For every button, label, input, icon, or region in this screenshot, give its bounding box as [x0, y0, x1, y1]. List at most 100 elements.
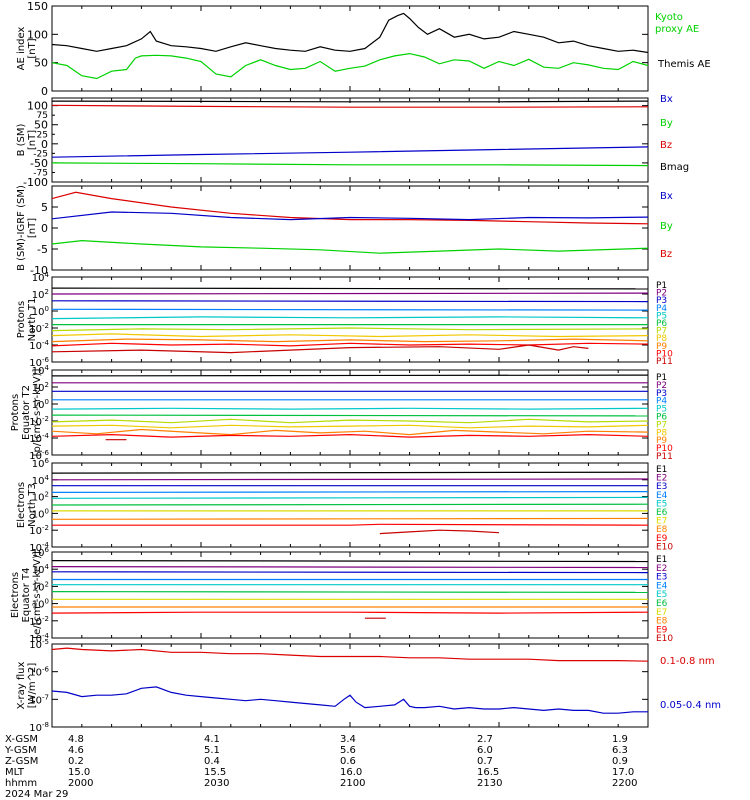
legend-entry: E4 [656, 581, 668, 591]
footer-row-hhmm: hhmm 2000 2030 2100 2130 2200 [0, 778, 750, 789]
legend-entry: P6 [656, 413, 667, 423]
legend-entry: P8 [656, 334, 667, 344]
y-tick-label: 104 [32, 563, 50, 576]
y-tick-label: -50 [30, 157, 48, 170]
series-line-p3 [52, 300, 648, 303]
series-line-p11 [52, 344, 589, 354]
series-line-p5 [52, 316, 648, 320]
series-line-p7 [52, 327, 648, 332]
legend-entry: P1 [656, 281, 667, 291]
footer-label: hhmm [5, 778, 38, 789]
legend-entry: P3 [656, 296, 667, 306]
y-tick-label: 50 [34, 57, 48, 70]
y-tick-label: 50 [34, 119, 48, 132]
y-tick-label: 100 [32, 398, 49, 411]
series-line-p9 [52, 428, 648, 436]
legend-entry: P6 [656, 319, 667, 329]
footer-label: X-GSM [5, 734, 39, 745]
legend-entry: P7 [656, 420, 667, 430]
legend-entry: E3 [656, 482, 667, 492]
legend-entry: E8 [656, 617, 668, 627]
legend-entry: 0.1-0.8 nm [660, 656, 715, 667]
footer-value: 0.2 [68, 756, 84, 767]
series-line-p1 [52, 287, 648, 290]
footer-label: Z-GSM [5, 756, 39, 767]
legend-entry: P4 [656, 304, 667, 314]
legend-entry: P7 [656, 327, 667, 337]
y-tick-label: 10-5 [29, 638, 49, 651]
footer-value: 2200 [612, 778, 638, 789]
legend-entry: P10 [656, 349, 673, 359]
legend-entry: P4 [656, 397, 667, 407]
footer-date: 2024 Mar 29 [5, 789, 69, 800]
y-axis-label: B (SM)[nT] [16, 123, 38, 156]
series-line-e4 [52, 491, 648, 493]
series-line-by [52, 162, 648, 167]
panel-frame-electrons_t4 [51, 551, 649, 639]
series-line-p8 [52, 424, 648, 429]
legend-entry: Themis AE [657, 59, 711, 70]
footer-row-x-gsm: X-GSM 4.8 4.1 3.4 2.7 1.9 [0, 734, 750, 745]
y-tick-label: 102 [32, 491, 49, 504]
footer-value: 2.7 [477, 734, 493, 745]
legend-entry: E5 [656, 499, 667, 509]
y-tick-label: 5 [41, 201, 48, 214]
y-tick-label: 100 [27, 100, 48, 113]
y-axis-label: ProtonsEquator T2[p/(cm²-s-sr-keV)] [10, 369, 43, 457]
orbit-footer: X-GSM 4.8 4.1 3.4 2.7 1.9 Y-GSM 4.6 5.1 … [0, 733, 750, 800]
legend-entry: E4 [656, 491, 668, 501]
y-tick-label: 106 [32, 457, 50, 470]
legend-entry: E9 [656, 625, 668, 635]
legend-entry: E3 [656, 573, 667, 583]
footer-value: 0.4 [204, 756, 220, 767]
footer-value: 16.5 [477, 767, 500, 778]
series-line-bz [52, 191, 648, 225]
y-tick-label: 10-2 [29, 524, 49, 537]
legend-entry: Bmag [660, 162, 689, 173]
y-tick-label: 10-6 [29, 449, 49, 462]
footer-value: 5.1 [204, 745, 220, 756]
series-line-p7 [52, 418, 648, 424]
legend-entry: P9 [656, 436, 667, 446]
footer-value: 3.4 [340, 734, 356, 745]
footer-value: 0.7 [477, 756, 493, 767]
legend-entry: E8 [656, 525, 668, 535]
panel-frame-protons_t1 [51, 276, 649, 363]
series-line-bx [52, 146, 648, 158]
legend-entry: P3 [656, 389, 667, 399]
y-tick-label: 10-4 [29, 339, 49, 352]
series-line-p10 [52, 433, 648, 438]
series-line-kyoto-proxy-ae [52, 52, 648, 80]
series-line-e6 [52, 503, 648, 506]
legend-entry: P8 [656, 428, 667, 438]
footer-value: 4.1 [204, 734, 220, 745]
y-tick-label: 102 [32, 580, 49, 593]
footer-value: 6.0 [477, 745, 493, 756]
y-tick-label: 102 [32, 288, 49, 301]
series-line-e5 [52, 496, 648, 499]
y-tick-label: 0 [41, 138, 48, 151]
y-axis-label: ProtonsNorth T1 [16, 298, 38, 342]
footer-value: 15.5 [204, 767, 227, 778]
legend-entry: P2 [656, 381, 667, 391]
legend-entry: P10 [656, 444, 673, 454]
legend-entry: P11 [656, 452, 673, 462]
series-line-e2 [52, 565, 648, 569]
y-tick-label: 25 [37, 130, 48, 140]
footer-value: 0.6 [340, 756, 356, 767]
panel-frame-bigrf [51, 185, 649, 271]
y-tick-label: 104 [32, 271, 50, 284]
series-line-p6 [52, 414, 648, 417]
legend-entry: E2 [656, 564, 667, 574]
footer-label: Y-GSM [5, 745, 37, 756]
series-line-themis-ae [52, 12, 648, 54]
series-line-p8 [52, 333, 648, 338]
legend-entry: By [660, 221, 673, 232]
footer-value: 2000 [68, 778, 94, 789]
legend-entry: P9 [656, 342, 667, 352]
y-tick-label: 10-7 [29, 693, 49, 706]
footer-value: 4.8 [68, 734, 84, 745]
y-tick-label: 0 [41, 85, 48, 98]
y-tick-label: 104 [32, 364, 50, 377]
